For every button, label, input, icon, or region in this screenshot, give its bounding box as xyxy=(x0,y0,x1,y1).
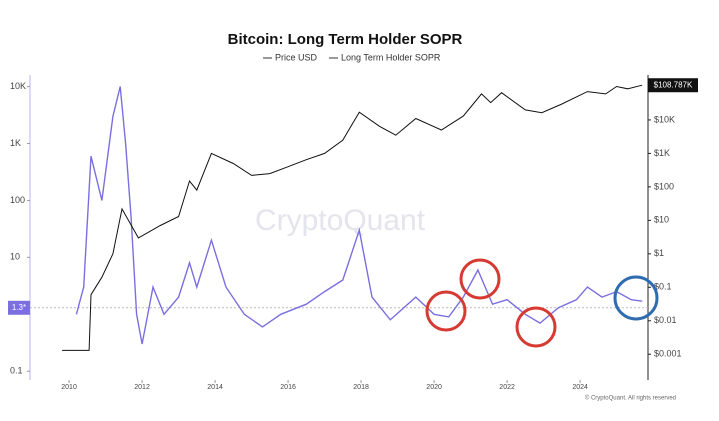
chart-title: Bitcoin: Long Term Holder SOPR xyxy=(228,31,463,48)
y2-tick-label: $1K xyxy=(654,148,670,158)
y2-tick-label: $0.1 xyxy=(654,282,672,292)
red-circle xyxy=(459,258,501,300)
y-tick-label: 10K xyxy=(10,81,26,91)
reference-label-box xyxy=(8,300,30,315)
y2-tick-label: $10 xyxy=(654,215,669,225)
x-tick-label: 2020 xyxy=(426,384,442,391)
series-line xyxy=(62,84,643,351)
x-tick-label: 2014 xyxy=(207,384,223,391)
y2-tick-label: $10K xyxy=(654,114,675,124)
y2-tick-label: $0.01 xyxy=(654,315,677,325)
x-tick-label: 2016 xyxy=(280,384,296,391)
x-tick-label: 2024 xyxy=(572,384,588,391)
footer: © CryptoQuant. All rights reserved xyxy=(585,395,676,402)
red-circle xyxy=(425,290,467,332)
x-tick-label: 2022 xyxy=(499,384,515,391)
y2-tick-label: $100 xyxy=(654,181,674,191)
y-tick-label: 10 xyxy=(10,252,20,262)
y2-tick-label: $1 xyxy=(654,248,664,258)
last-value-label: $108.787K xyxy=(654,80,693,89)
reference-label: 1.3* xyxy=(12,303,26,312)
legend-label: Long Term Holder SOPR xyxy=(341,52,441,62)
y-tick-label: 1K xyxy=(10,138,21,148)
x-tick-label: 2018 xyxy=(353,384,369,391)
last-value-box xyxy=(648,78,698,93)
red-circle xyxy=(515,306,557,348)
y-tick-label: 0.1 xyxy=(10,366,23,376)
x-tick-label: 2010 xyxy=(61,384,77,391)
annotation-circles xyxy=(425,258,659,348)
legend-label: Price USD xyxy=(275,52,318,62)
blue-circle xyxy=(613,275,659,321)
x-tick-label: 2012 xyxy=(134,384,150,391)
watermark: CryptoQuant xyxy=(255,204,426,237)
y2-tick-label: $0.001 xyxy=(654,349,682,359)
y-tick-label: 100 xyxy=(10,195,25,205)
series-line xyxy=(75,86,643,345)
